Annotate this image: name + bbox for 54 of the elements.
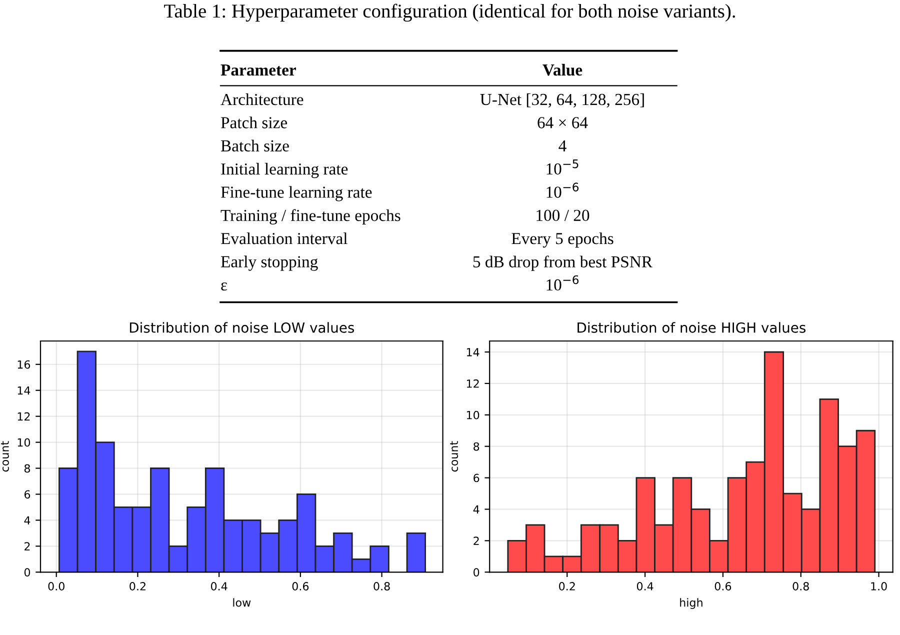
y-tick-label: 6	[474, 474, 480, 482]
y-tick-label: 4	[473, 505, 480, 514]
y-tick-label: 14	[466, 348, 480, 356]
x-tick-label: 0.6	[714, 582, 732, 590]
chart-title: Distribution of noise HIGH values	[578, 322, 806, 333]
text: Patch size	[220, 116, 288, 128]
y-tick-label: 0	[474, 568, 480, 577]
y-tick-label: 10	[18, 438, 30, 447]
text: Training / fine-tune epochs	[220, 209, 400, 225]
text: 100 / 20	[536, 210, 590, 222]
x-axis-title: low	[233, 598, 251, 607]
y-tick-label: 8	[24, 464, 30, 473]
x-tick-label: 0.4	[636, 582, 654, 590]
y-tick-label: 12	[18, 412, 30, 421]
text: U-Net [32, 64, 128, 256]	[480, 93, 644, 108]
x-tick-label: 0.0	[48, 582, 64, 590]
text: Early stopping	[220, 256, 318, 271]
y-tick-label: 4	[24, 516, 30, 524]
text: Every 5 epochs	[512, 232, 614, 248]
y-tick-label: 2	[24, 542, 30, 550]
text: 10$^{−6}$	[546, 182, 579, 198]
x-tick-label: 0.2	[559, 582, 575, 590]
text: 5 dB drop from best PSNR	[473, 256, 653, 271]
x-tick-label: 0.4	[210, 582, 228, 590]
text: 4	[558, 140, 566, 152]
x-tick-label: 0.8	[792, 582, 809, 590]
chart-title: Distribution of noise LOW values	[130, 322, 354, 333]
text: Value	[542, 64, 582, 76]
text: Batch size	[220, 140, 289, 152]
text: Table 1: Hyperparameter configuration (identical for both noise variants).	[164, 4, 735, 22]
x-tick-label: 0.6	[292, 582, 309, 590]
text: 64 × 64	[538, 117, 588, 128]
x-axis-title: high	[680, 598, 702, 609]
y-tick-label: 10	[466, 410, 480, 420]
y-axis-title: count	[450, 441, 458, 472]
y-tick-label: 12	[466, 379, 479, 388]
y-tick-label: 14	[18, 386, 30, 395]
x-tick-label: 1.0	[871, 582, 887, 590]
y-tick-label: 0	[24, 568, 30, 577]
text: ε	[221, 282, 228, 291]
y-tick-label: 16	[18, 360, 30, 369]
text: Evaluation interval	[220, 232, 348, 244]
text: 10$^{−6}$	[546, 275, 579, 291]
text: Architecture	[220, 93, 304, 106]
y-tick-label: 2	[474, 536, 479, 545]
x-tick-label: 0.2	[130, 582, 146, 590]
text: Parameter	[220, 64, 296, 76]
text: Initial learning rate	[221, 162, 348, 178]
y-axis-title: count	[0, 441, 9, 472]
y-tick-label: 8	[474, 442, 480, 451]
y-tick-label: 6	[24, 490, 30, 499]
text: Fine-tune learning rate	[220, 186, 372, 202]
text: 10$^{−5}$	[546, 160, 578, 175]
x-tick-label: 0.8	[374, 582, 390, 590]
